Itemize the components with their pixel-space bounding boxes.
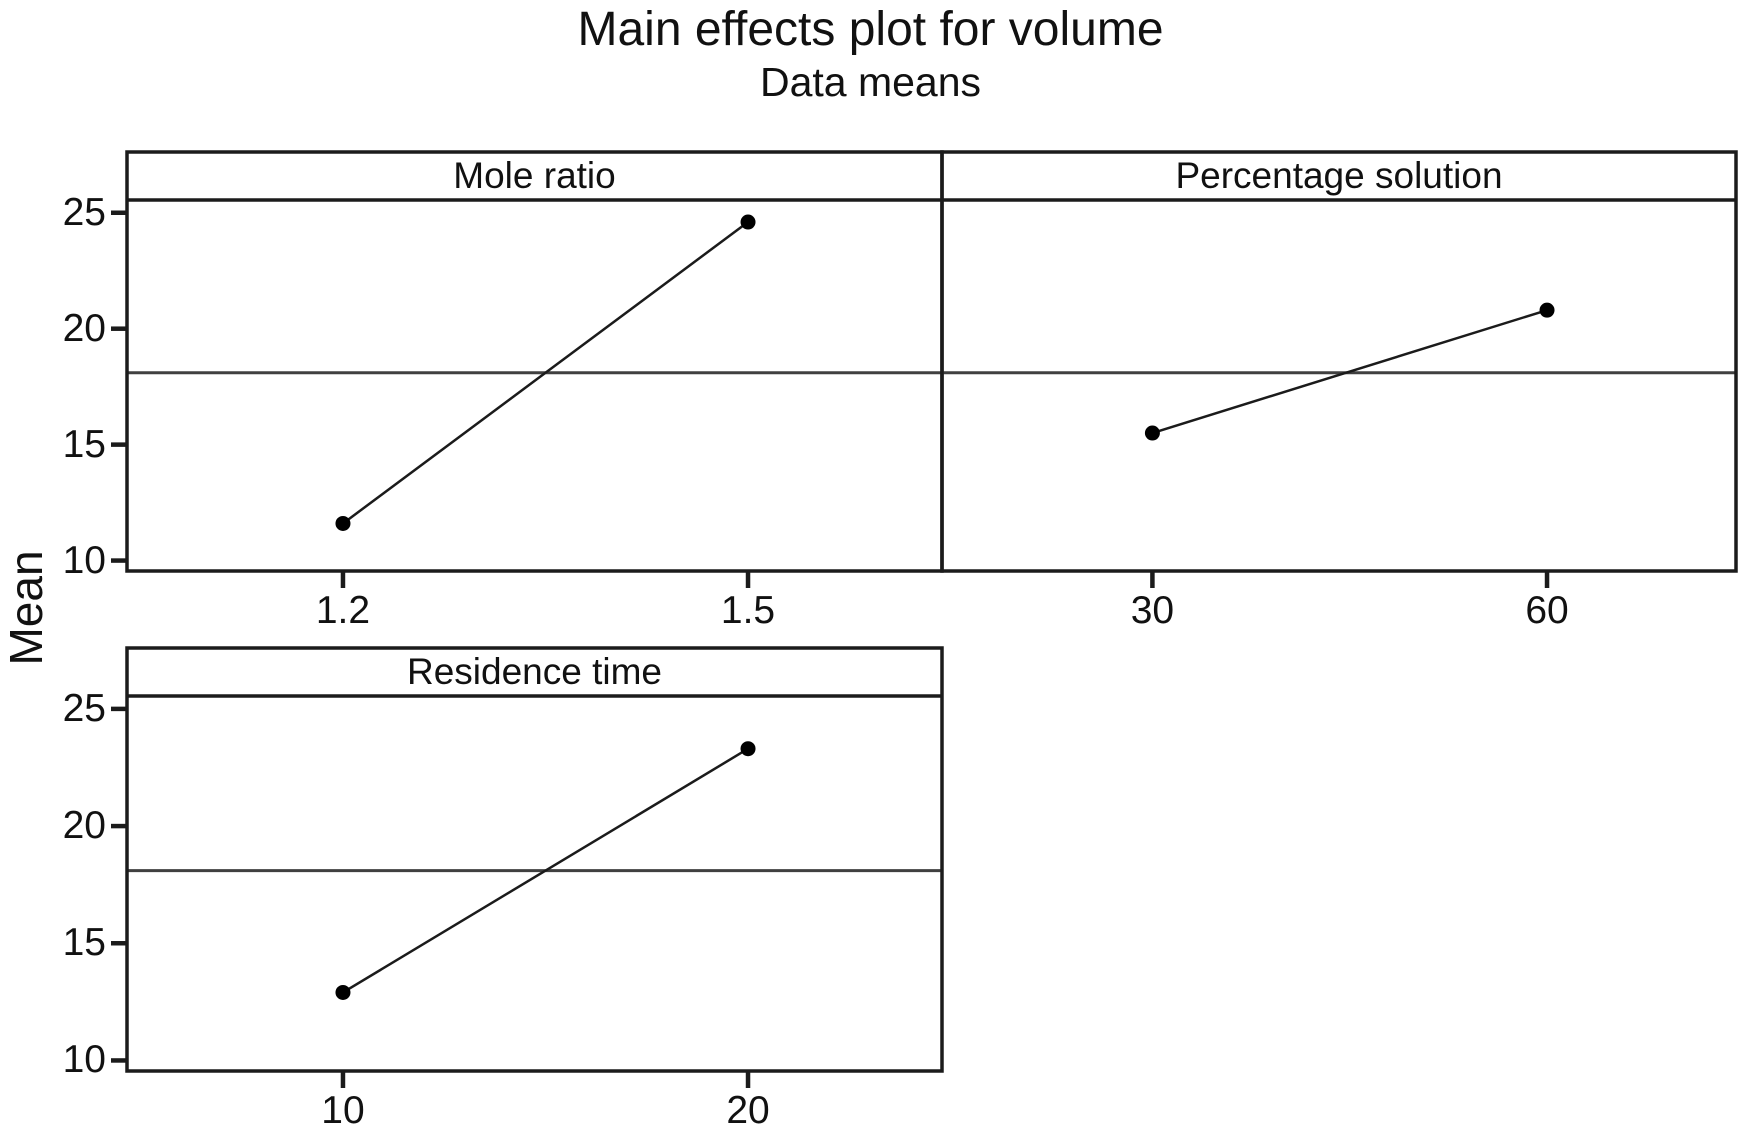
panel-border (125, 646, 944, 1073)
panel-border (940, 150, 1738, 573)
data-point (740, 741, 756, 757)
panel-header-mole-ratio: Mole ratio (453, 155, 616, 196)
y-tick-label: 20 (62, 306, 106, 350)
y-tick-label: 10 (62, 538, 106, 582)
chart-subtitle: Data means (759, 59, 982, 105)
x-tick-label: 1.5 (720, 589, 776, 632)
panel-header-percentage-solution: Percentage solution (1175, 155, 1503, 196)
data-point (1539, 302, 1555, 318)
x-tick-label: 60 (1525, 589, 1569, 632)
x-tick-label: 1.2 (315, 589, 371, 632)
y-tick-label: 20 (62, 804, 106, 848)
data-point (740, 214, 756, 230)
chart-title: Main effects plot for volume (577, 3, 1164, 56)
x-tick-label: 10 (321, 1089, 365, 1132)
y-tick-label: 25 (62, 686, 106, 730)
effect-line (342, 747, 749, 994)
effect-line (1152, 308, 1548, 435)
data-point (1144, 425, 1160, 441)
panel-border (125, 150, 944, 573)
x-tick-label: 20 (726, 1089, 770, 1132)
data-point (335, 984, 351, 1000)
y-tick-label: 10 (62, 1038, 106, 1082)
x-tick-label: 30 (1130, 589, 1175, 632)
data-point (335, 515, 351, 531)
y-tick-label: 15 (62, 921, 106, 965)
y-tick-label: 25 (62, 190, 106, 234)
panel-header-residence-time: Residence time (406, 651, 662, 692)
y-tick-label: 15 (62, 422, 106, 466)
effect-line (342, 221, 749, 525)
